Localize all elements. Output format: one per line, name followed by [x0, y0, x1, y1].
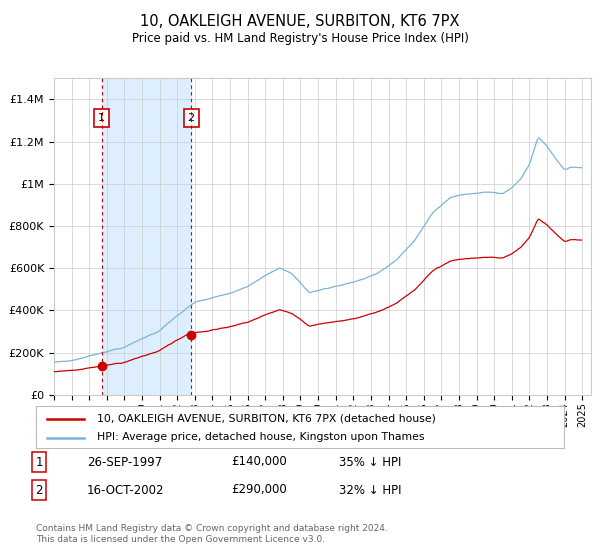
Text: HPI: Average price, detached house, Kingston upon Thames: HPI: Average price, detached house, King…	[97, 432, 424, 442]
Text: 35% ↓ HPI: 35% ↓ HPI	[339, 455, 401, 469]
Text: 26-SEP-1997: 26-SEP-1997	[87, 455, 162, 469]
Text: Contains HM Land Registry data © Crown copyright and database right 2024.
This d: Contains HM Land Registry data © Crown c…	[36, 524, 388, 544]
Text: 10, OAKLEIGH AVENUE, SURBITON, KT6 7PX: 10, OAKLEIGH AVENUE, SURBITON, KT6 7PX	[140, 14, 460, 29]
Text: £140,000: £140,000	[231, 455, 287, 469]
Text: 1: 1	[98, 113, 105, 123]
Text: £290,000: £290,000	[231, 483, 287, 497]
Text: 10, OAKLEIGH AVENUE, SURBITON, KT6 7PX (detached house): 10, OAKLEIGH AVENUE, SURBITON, KT6 7PX (…	[97, 414, 436, 423]
Bar	[101, 78, 191, 395]
Text: 16-OCT-2002: 16-OCT-2002	[87, 483, 164, 497]
Text: 1: 1	[35, 455, 43, 469]
Text: 2: 2	[35, 483, 43, 497]
Text: Price paid vs. HM Land Registry's House Price Index (HPI): Price paid vs. HM Land Registry's House …	[131, 32, 469, 45]
Text: 32% ↓ HPI: 32% ↓ HPI	[339, 483, 401, 497]
Text: 2: 2	[188, 113, 195, 123]
